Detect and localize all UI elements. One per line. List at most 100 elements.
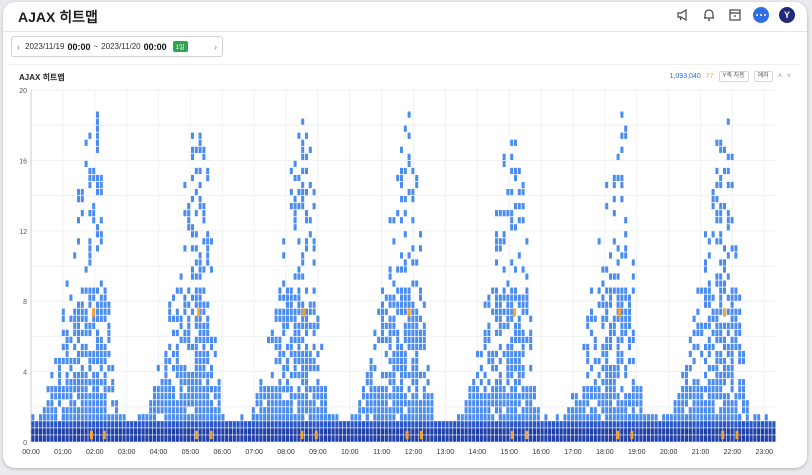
heatmap-cell <box>760 428 765 435</box>
heatmap-cell <box>194 315 198 322</box>
avatar[interactable]: Y <box>779 7 795 23</box>
heatmap-cell <box>297 400 301 407</box>
heatmap-cell <box>103 379 107 386</box>
heatmap-cell <box>103 421 107 428</box>
heatmap-cell <box>103 350 107 358</box>
heatmap-cell <box>616 400 620 407</box>
heatmap-cell <box>422 435 426 442</box>
heatmap-cell <box>498 357 502 365</box>
heatmap-cell <box>350 414 354 421</box>
heatmap-cell <box>312 357 316 365</box>
error-filter-toggle[interactable]: 에러 <box>753 71 773 82</box>
heatmap-cell <box>96 393 99 400</box>
heatmap-cell <box>187 400 191 407</box>
heatmap-cell <box>521 393 525 400</box>
heatmap-cell <box>730 322 734 329</box>
chevron-down-icon[interactable]: ˅ <box>786 73 791 80</box>
heatmap-cell <box>719 217 723 224</box>
heatmap-cell <box>80 400 84 407</box>
heatmap-cell <box>247 421 252 428</box>
heatmap-cell <box>190 421 195 428</box>
heatmap-cell <box>96 315 99 322</box>
heatmap-cell <box>730 372 734 379</box>
heatmap-cell <box>179 393 183 400</box>
heatmap-cell <box>305 329 308 336</box>
heatmap-cell <box>704 301 707 308</box>
heatmap-cell <box>160 400 164 407</box>
heatmap-cell <box>685 393 688 400</box>
heatmap-cell <box>506 322 510 329</box>
next-range-icon[interactable]: › <box>214 41 217 52</box>
heatmap-cell <box>84 266 88 273</box>
error-cell <box>300 430 304 440</box>
heatmap-cell <box>179 322 183 329</box>
heatmap-cell <box>65 435 69 442</box>
heatmap-cell <box>521 181 525 189</box>
heatmap-cell <box>270 421 274 428</box>
bell-icon[interactable] <box>701 7 717 23</box>
heatmap-cell <box>259 435 263 442</box>
heatmap-cell <box>696 343 700 351</box>
heatmap-cell <box>114 428 119 435</box>
heatmap-cell <box>529 407 533 414</box>
heatmap-cell <box>69 421 73 428</box>
heatmap-cell <box>289 294 293 301</box>
heatmap-cell <box>437 435 442 442</box>
heatmap-cell <box>730 428 734 435</box>
heatmap-cell <box>411 393 415 400</box>
heatmap-cell <box>42 421 46 428</box>
x-tick-label: 20:00 <box>660 449 678 456</box>
heatmap-cell <box>194 210 198 217</box>
heatmap-cell <box>190 435 195 442</box>
heatmap-cell <box>419 407 422 414</box>
heatmap-cell <box>301 259 305 266</box>
heatmap-cell <box>514 364 517 372</box>
heatmap-cell <box>745 407 749 414</box>
x-tick-label: 12:00 <box>405 449 423 456</box>
prev-range-icon[interactable]: ‹ <box>17 41 20 52</box>
yaxis-auto-toggle[interactable]: Y축 자동 <box>718 71 749 82</box>
heatmap-cell <box>738 329 742 336</box>
heatmap-cell <box>289 435 293 442</box>
heatmap-cell <box>726 167 730 175</box>
heatmap-cell <box>92 350 96 358</box>
heatmap-cell <box>525 308 529 315</box>
heatmap-cell <box>270 435 274 442</box>
heatmap-cell <box>183 372 187 379</box>
heatmap-cell <box>510 357 514 365</box>
heatmap-cell <box>316 350 320 358</box>
time-range-picker[interactable]: ‹ 2023/11/19 00:00 ~ 2023/11/20 00:00 1일… <box>11 36 223 57</box>
heatmap-cell <box>92 421 96 428</box>
heatmap-cell <box>278 386 282 393</box>
heatmap-cell <box>259 379 263 386</box>
heatmap-cell <box>430 393 434 400</box>
heatmap-cell <box>84 322 88 329</box>
heatmap-cell <box>411 364 415 372</box>
heatmap-cell <box>202 393 206 400</box>
heatmap-cell <box>107 386 111 393</box>
chat-icon[interactable] <box>753 7 769 23</box>
megaphone-icon[interactable] <box>675 7 691 23</box>
heatmap-cell <box>411 336 415 344</box>
heatmap-cell <box>285 421 290 428</box>
heatmap-cell <box>202 210 206 217</box>
range-duration-badge[interactable]: 1일 <box>172 41 188 52</box>
heatmap-cell <box>605 315 609 322</box>
heatmap-cell <box>99 364 103 372</box>
heatmap-cell <box>696 393 700 400</box>
heatmap-cell <box>681 435 685 442</box>
heatmap-cell <box>206 393 210 400</box>
heatmap-cell <box>704 414 707 421</box>
archive-icon[interactable] <box>727 7 743 23</box>
chevron-up-icon[interactable]: ˄ <box>777 73 782 80</box>
heatmap-cell <box>73 414 77 421</box>
heatmap-cell <box>198 139 202 146</box>
heatmap-cell <box>301 364 305 372</box>
heatmap-cell <box>160 379 164 386</box>
heatmap-cell <box>213 435 217 442</box>
heatmap-cell <box>50 407 54 414</box>
heatmap-cell <box>726 294 730 301</box>
heatmap-cell <box>529 315 533 322</box>
heatmap-cell <box>282 350 286 358</box>
